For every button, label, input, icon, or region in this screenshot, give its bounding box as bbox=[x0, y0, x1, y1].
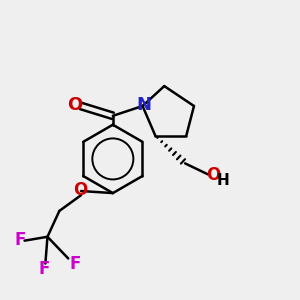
Text: F: F bbox=[38, 260, 50, 278]
Text: O: O bbox=[73, 181, 88, 199]
Text: O: O bbox=[67, 96, 82, 114]
Text: H: H bbox=[216, 173, 229, 188]
Text: N: N bbox=[136, 95, 151, 113]
Text: F: F bbox=[14, 231, 26, 249]
Text: F: F bbox=[69, 255, 80, 273]
Text: O: O bbox=[206, 166, 220, 184]
